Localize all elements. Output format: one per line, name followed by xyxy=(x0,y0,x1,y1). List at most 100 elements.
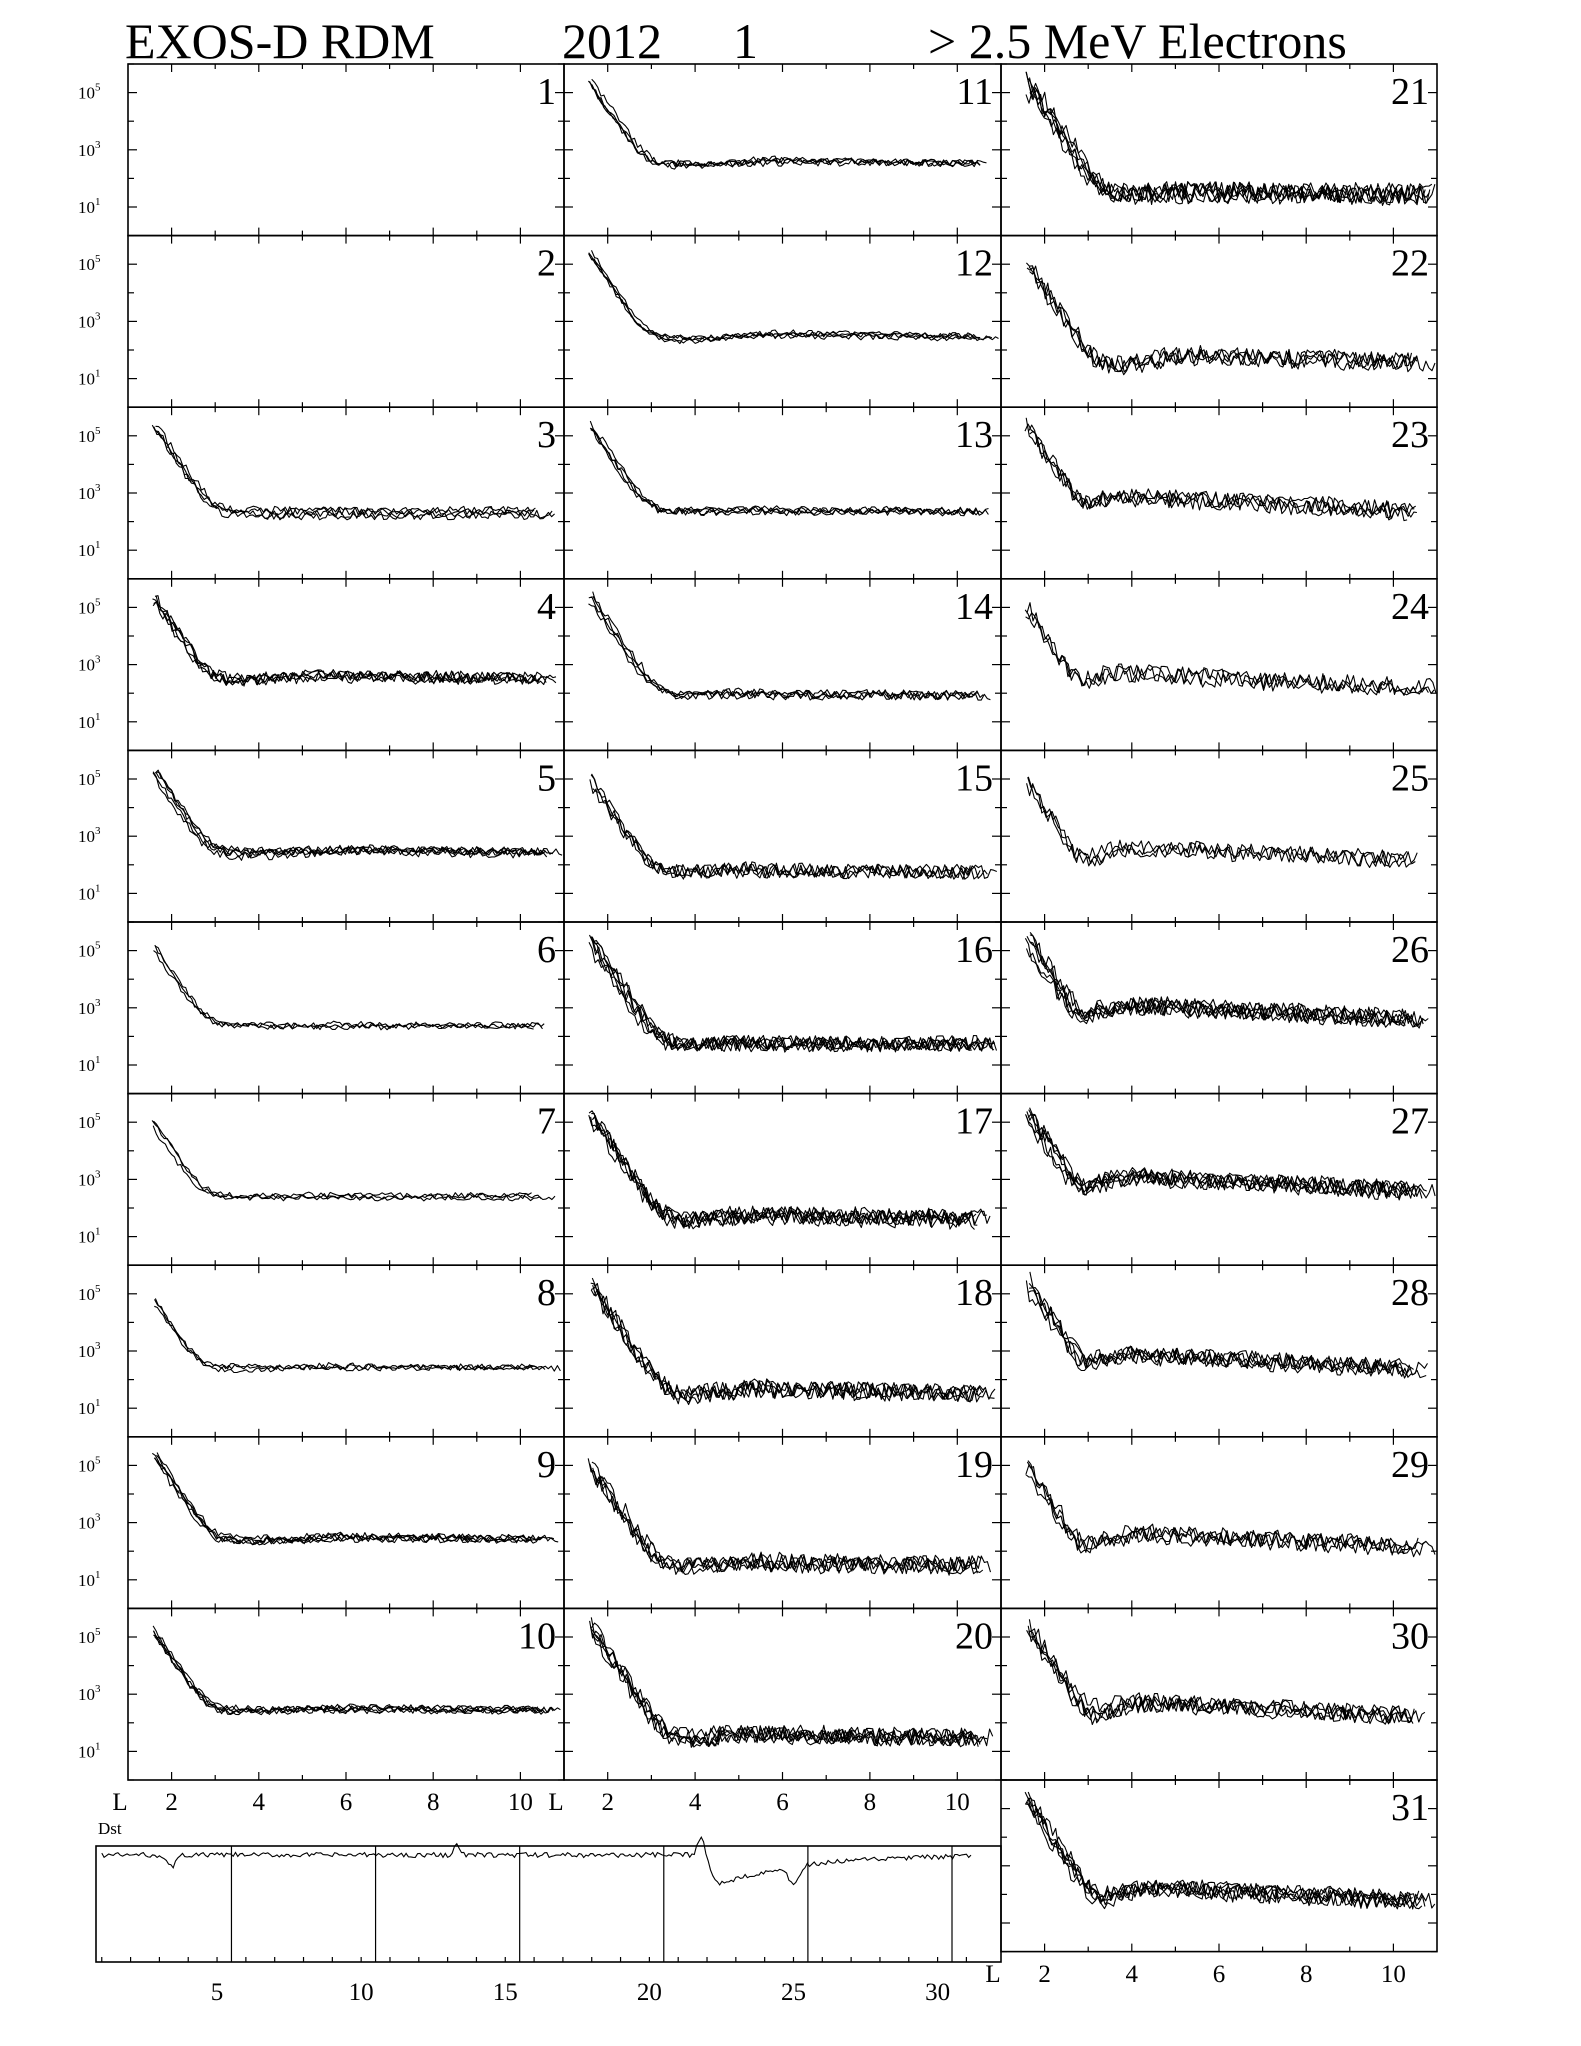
y-tick-label: 101 xyxy=(78,539,101,560)
dst-x-tick-label: 25 xyxy=(781,1979,806,2006)
y-tick-base: 10 xyxy=(78,827,95,846)
y-tick-label: 103 xyxy=(78,482,101,503)
y-tick-exp: 3 xyxy=(95,139,101,151)
y-tick-base: 10 xyxy=(78,370,95,389)
x-tick-label: 2 xyxy=(165,1789,178,1816)
flux-curve xyxy=(151,424,553,520)
flux-curve xyxy=(592,939,995,1052)
title-year: 2012 xyxy=(562,13,662,69)
dst-x-tick-label: 15 xyxy=(493,1979,518,2006)
flux-curve xyxy=(588,253,999,344)
y-tick-exp: 3 xyxy=(95,310,101,322)
flux-curve xyxy=(1029,431,1415,517)
y-tick-label: 105 xyxy=(78,82,101,103)
flux-curve xyxy=(589,1627,974,1748)
day-number: 28 xyxy=(1391,1272,1429,1314)
flux-curve xyxy=(1026,1461,1419,1551)
flux-curve xyxy=(588,596,975,701)
flux-curve xyxy=(588,603,984,699)
flux-curve xyxy=(154,595,540,684)
day-number: 1 xyxy=(537,71,556,113)
y-tick-exp: 1 xyxy=(95,1569,101,1581)
y-tick-label: 101 xyxy=(78,1054,101,1075)
y-tick-label: 101 xyxy=(78,882,101,903)
x-tick-label: 6 xyxy=(340,1789,353,1816)
flux-curve xyxy=(154,1298,538,1371)
day-number: 29 xyxy=(1391,1444,1429,1486)
day-number: 23 xyxy=(1391,414,1429,456)
x-tick-label: 6 xyxy=(776,1789,789,1816)
y-tick-exp: 5 xyxy=(95,940,101,952)
day-number: 17 xyxy=(955,1101,993,1143)
flux-curve xyxy=(153,1120,542,1200)
flux-curve xyxy=(153,601,542,686)
y-tick-exp: 3 xyxy=(95,1340,101,1352)
flux-curve xyxy=(591,1115,991,1227)
flux-curve xyxy=(1025,71,1433,203)
flux-curve xyxy=(590,250,975,342)
flux-curve xyxy=(589,427,970,514)
panel-day-22: 22 xyxy=(1000,234,1438,409)
y-tick-label: 103 xyxy=(78,1512,101,1533)
flux-curve xyxy=(155,772,563,858)
dst-x-tick-label: 20 xyxy=(637,1979,662,2006)
y-tick-exp: 1 xyxy=(95,1740,101,1752)
flux-curve xyxy=(152,1625,539,1714)
flux-curve xyxy=(154,769,547,856)
y-tick-exp: 5 xyxy=(95,1454,101,1466)
x-tick-label: 10 xyxy=(1381,1961,1406,1988)
flux-curve xyxy=(591,78,981,168)
panel-day-20: 20 xyxy=(563,1607,1002,1781)
y-tick-exp: 5 xyxy=(95,1626,101,1638)
panel-frame xyxy=(1000,1264,1438,1438)
day-number: 25 xyxy=(1391,757,1429,799)
flux-curve xyxy=(153,1630,545,1714)
x-axis-letter: L xyxy=(112,1789,127,1816)
panel-frame xyxy=(1000,63,1438,237)
y-tick-label: 105 xyxy=(78,768,101,789)
y-tick-base: 10 xyxy=(78,884,95,903)
flux-curve xyxy=(1025,1803,1423,1910)
y-tick-label: 103 xyxy=(78,1340,101,1361)
flux-curve xyxy=(1028,1619,1412,1723)
flux-curve xyxy=(1028,1109,1408,1194)
panel-frame xyxy=(127,406,565,580)
flux-curve xyxy=(590,936,996,1051)
panel-frame xyxy=(1000,1436,1438,1610)
y-tick-base: 10 xyxy=(78,1056,95,1075)
y-tick-exp: 3 xyxy=(95,1512,101,1524)
flux-curve xyxy=(589,81,979,168)
y-tick-label: 103 xyxy=(78,1168,101,1189)
x-tick-label: 10 xyxy=(508,1789,533,1816)
y-tick-exp: 5 xyxy=(95,768,101,780)
panel-day-24: 24 xyxy=(1000,577,1438,752)
day-number: 11 xyxy=(956,71,993,113)
x-axis-letter: L xyxy=(548,1789,563,1816)
flux-curve xyxy=(592,939,998,1053)
flux-curve xyxy=(588,1114,978,1228)
y-tick-base: 10 xyxy=(78,1571,95,1590)
y-tick-exp: 3 xyxy=(95,997,101,1009)
flux-curve xyxy=(1029,1271,1409,1374)
day-number: 15 xyxy=(955,757,993,799)
x-axis-letter: L xyxy=(985,1961,1000,1988)
flux-curve xyxy=(592,1284,982,1405)
x-tick-label: 4 xyxy=(1126,1961,1139,1988)
y-tick-label: 105 xyxy=(78,596,101,617)
flux-curve xyxy=(1027,776,1408,867)
panel-frame xyxy=(127,921,565,1095)
y-tick-exp: 5 xyxy=(95,1111,101,1123)
panel-day-19: 19 xyxy=(563,1436,1002,1610)
title-month: 1 xyxy=(733,13,758,69)
y-tick-label: 103 xyxy=(78,1683,101,1704)
flux-curve xyxy=(154,1305,546,1372)
day-number: 20 xyxy=(955,1615,993,1657)
day-number: 12 xyxy=(955,243,993,285)
flux-curve xyxy=(1025,417,1417,519)
y-tick-exp: 3 xyxy=(95,482,101,494)
y-tick-label: 101 xyxy=(78,1226,101,1247)
